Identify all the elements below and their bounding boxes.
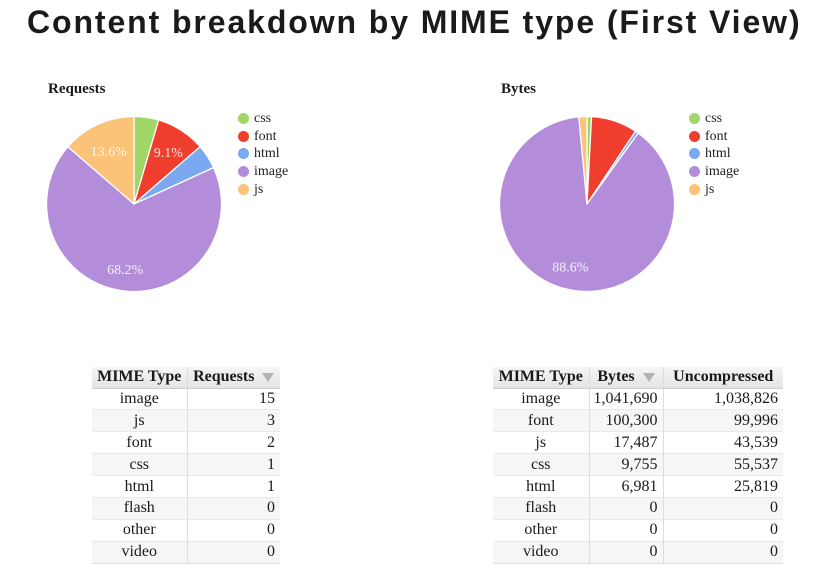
svg-text:13.6%: 13.6% [91,145,128,160]
svg-text:88.6%: 88.6% [552,260,589,275]
svg-text:9.1%: 9.1% [154,146,184,161]
svg-text:68.2%: 68.2% [107,263,144,278]
